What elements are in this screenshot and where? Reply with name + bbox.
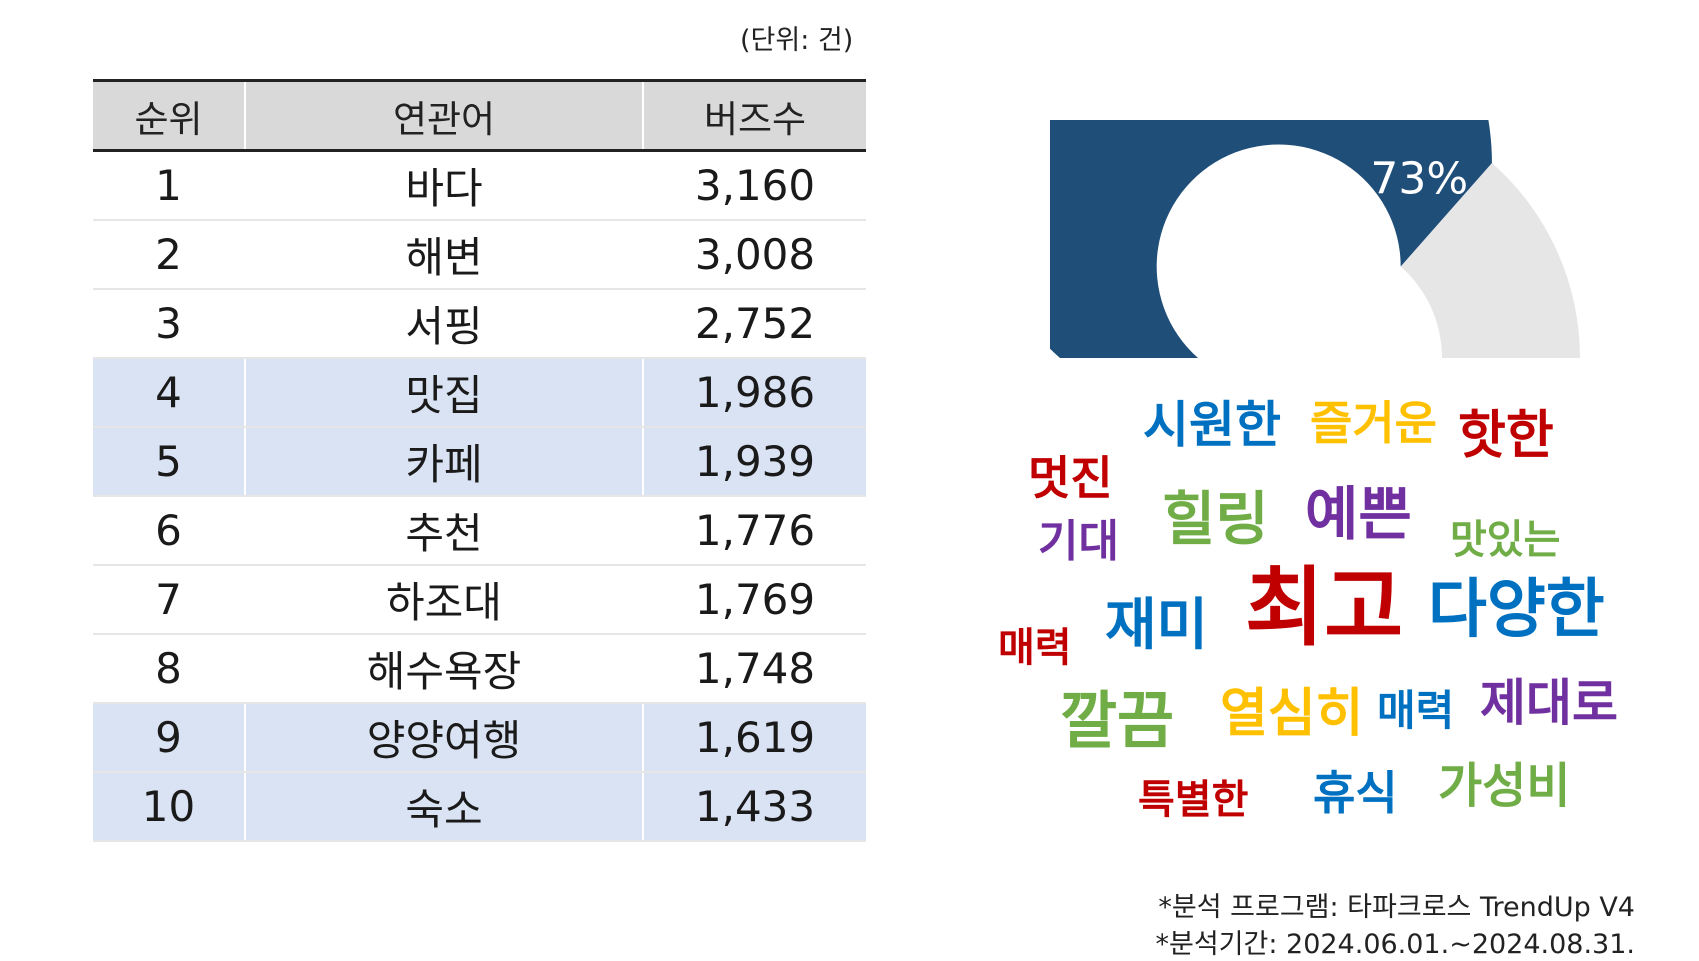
word-cloud-word: 재미	[1105, 593, 1209, 658]
table-row: 4 맛집 1,986	[93, 358, 866, 428]
table-row: 10 숙소 1,433	[93, 772, 866, 842]
related-words-table: 순위 연관어 버즈수 1 바다 3,160 2 해변 3,008 3 서핑 2,752 4 맛집 1,…	[93, 79, 866, 842]
word-cloud-word: 매력	[998, 625, 1072, 671]
word-cloud-word: 깔끔	[1060, 684, 1175, 757]
cell-word: 숙소	[244, 772, 643, 842]
footnote-program: *분석 프로그램: 타파크로스 TrendUp V4	[1158, 892, 1635, 923]
gauge-remaining-arc	[1400, 162, 1580, 358]
table-row: 1 바다 3,160	[93, 150, 866, 221]
cell-count: 1,939	[642, 427, 866, 497]
word-cloud-word: 휴식	[1313, 766, 1398, 820]
cell-count: 2,752	[642, 289, 866, 359]
word-cloud-word: 가성비	[1438, 758, 1571, 814]
table-row: 6 추천 1,776	[93, 496, 866, 566]
word-cloud-word: 멋진	[1028, 451, 1113, 505]
word-cloud: 멋진 시원한 즐거운 핫한 기대 힐링 예쁜 맛있는 매력 재미 최고 다양한 깔끔 열심히 매력 제대로 특별…	[980, 400, 1660, 820]
table-row: 8 해수욕장 1,748	[93, 634, 866, 704]
cell-rank: 2	[93, 220, 245, 290]
cell-word: 양양여행	[244, 703, 643, 773]
cell-word: 서핑	[244, 289, 643, 359]
table-row: 9 양양여행 1,619	[93, 703, 866, 773]
cell-rank: 7	[93, 565, 245, 635]
cell-word: 해변	[244, 220, 643, 290]
word-cloud-word: 기대	[1038, 516, 1119, 567]
word-cloud-word: 맛있는	[1450, 517, 1561, 563]
table-row: 2 해변 3,008	[93, 220, 866, 290]
header-count: 버즈수	[642, 79, 866, 152]
cell-rank: 3	[93, 289, 245, 359]
table-row: 7 하조대 1,769	[93, 565, 866, 635]
cell-rank: 6	[93, 496, 245, 566]
cell-count: 3,008	[642, 220, 866, 290]
word-cloud-word: 시원한	[1143, 396, 1281, 454]
word-cloud-word: 제대로	[1480, 674, 1618, 732]
cell-rank: 10	[93, 772, 245, 842]
header-rank: 순위	[93, 79, 245, 152]
word-cloud-word: 열심히	[1220, 684, 1364, 744]
cell-word: 추천	[244, 496, 643, 566]
cell-rank: 1	[93, 150, 245, 221]
cell-word: 맛집	[244, 358, 643, 428]
percentage-gauge: 73%	[1050, 120, 1580, 358]
cell-count: 1,776	[642, 496, 866, 566]
cell-count: 1,619	[642, 703, 866, 773]
gauge-percent-label: 73%	[1370, 153, 1468, 204]
cell-count: 1,769	[642, 565, 866, 635]
cell-word: 해수욕장	[244, 634, 643, 704]
word-cloud-word: 매력	[1377, 686, 1455, 735]
cell-rank: 5	[93, 427, 245, 497]
table-header-row: 순위 연관어 버즈수	[93, 79, 866, 152]
unit-note: (단위: 건)	[740, 25, 854, 56]
cell-rank: 4	[93, 358, 245, 428]
word-cloud-word: 힐링	[1162, 485, 1269, 553]
table-row: 3 서핑 2,752	[93, 289, 866, 359]
word-cloud-word: 핫한	[1458, 406, 1554, 466]
cell-count: 3,160	[642, 150, 866, 221]
footnote-period: *분석기간: 2024.06.01.~2024.08.31.	[1155, 929, 1635, 960]
header-word: 연관어	[244, 79, 643, 152]
cell-count: 1,748	[642, 634, 866, 704]
word-cloud-word: 즐거운	[1310, 396, 1437, 450]
cell-word: 카페	[244, 427, 643, 497]
cell-count: 1,433	[642, 772, 866, 842]
word-cloud-word: 특별한	[1138, 777, 1249, 823]
cell-rank: 9	[93, 703, 245, 773]
cell-word: 하조대	[244, 565, 643, 635]
cell-rank: 8	[93, 634, 245, 704]
cell-count: 1,986	[642, 358, 866, 428]
gauge-value-arc	[1050, 120, 1492, 358]
table-row: 5 카페 1,939	[93, 427, 866, 497]
word-cloud-word: 다양한	[1428, 573, 1605, 647]
word-cloud-word: 최고	[1245, 558, 1404, 658]
cell-word: 바다	[244, 150, 643, 221]
word-cloud-word: 예쁜	[1305, 480, 1412, 548]
